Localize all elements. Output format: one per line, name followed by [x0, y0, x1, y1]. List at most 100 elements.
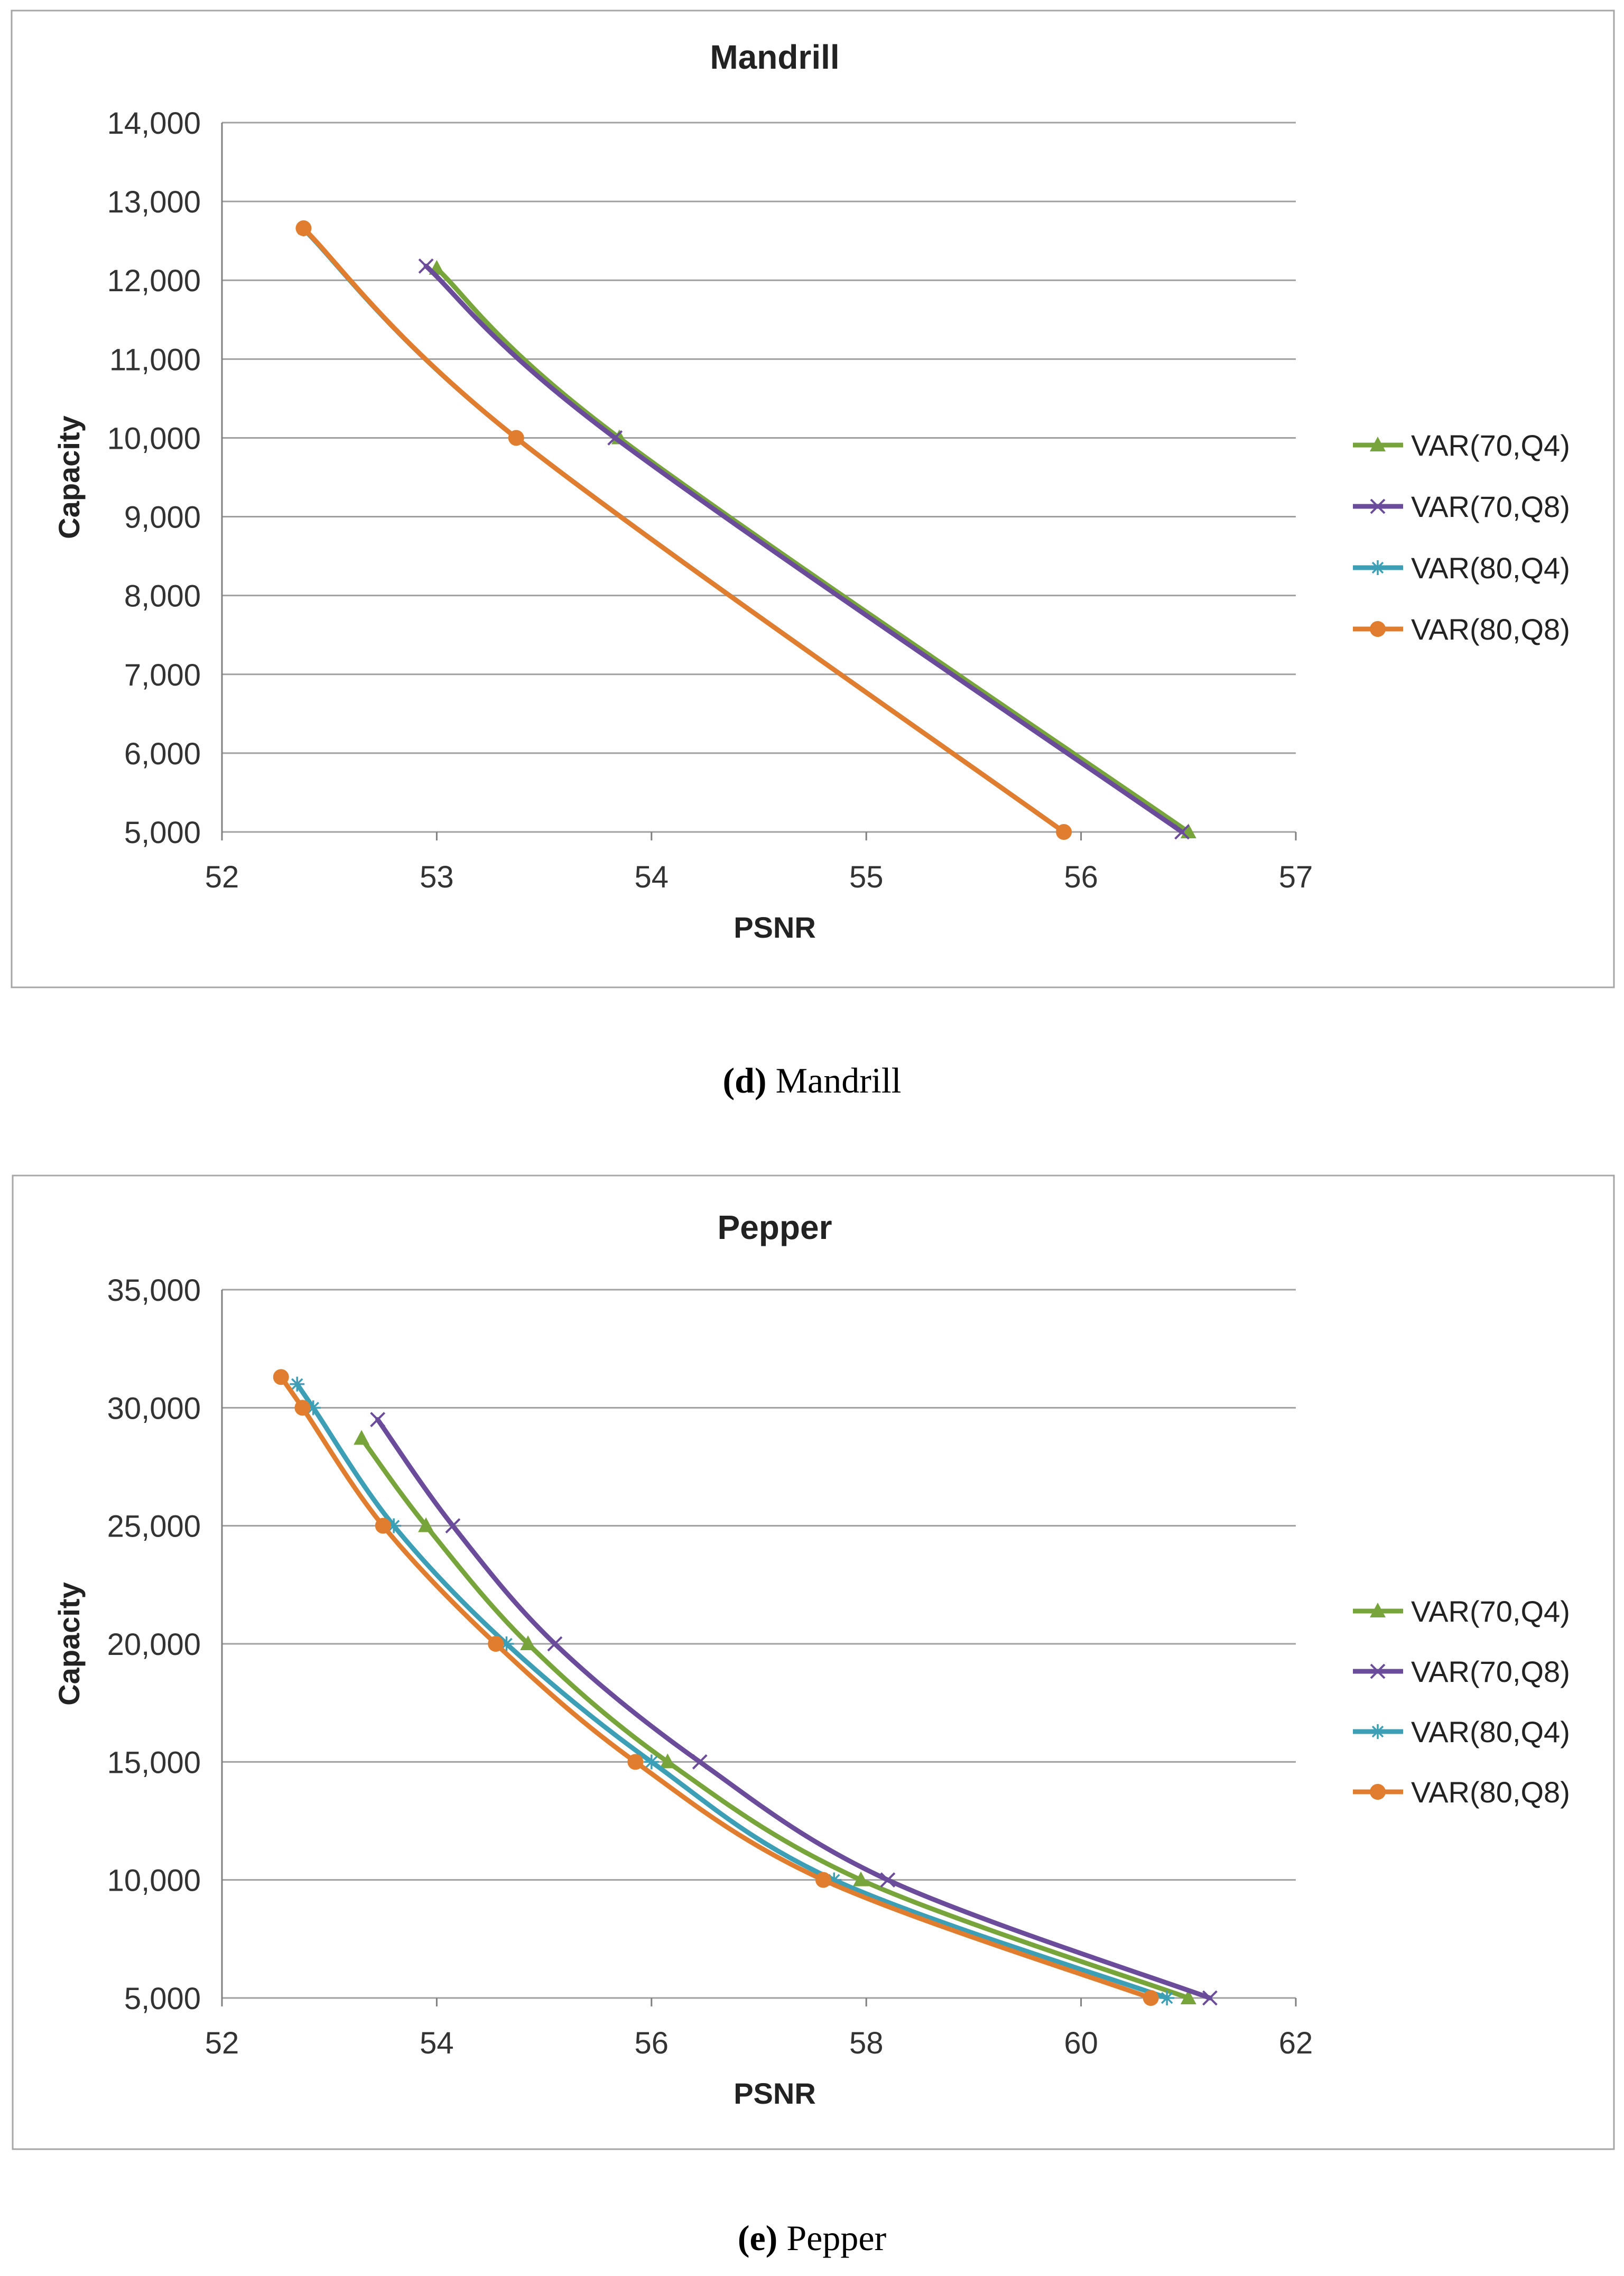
data-point [547, 1636, 563, 1652]
chart-title: Mandrill [710, 38, 839, 76]
caption-text: Mandrill [766, 1060, 902, 1100]
data-point [1180, 1990, 1196, 2004]
legend-marker [1370, 621, 1386, 637]
legend-item-var-80-q8: VAR(80,Q8) [1353, 1775, 1570, 1809]
y-tick-label: 11,000 [109, 343, 201, 377]
y-tick-label: 10,000 [107, 421, 201, 456]
x-tick-label: 54 [635, 860, 669, 894]
legend-label: VAR(70,Q4) [1411, 1595, 1570, 1628]
data-point [1174, 824, 1190, 840]
y-tick-label: 10,000 [107, 1864, 201, 1898]
x-tick-label: 60 [1064, 2026, 1098, 2060]
y-tick-label: 35,000 [107, 1273, 201, 1308]
data-point [375, 1518, 391, 1534]
data-point [520, 1635, 536, 1650]
x-tick-label: 57 [1279, 860, 1313, 894]
y-tick-label: 7,000 [124, 658, 201, 692]
data-point [853, 1871, 869, 1886]
series-line [423, 263, 1185, 835]
chart-pepper: Pepper 5,000 10,000 15,000 20,000 25,000 30,00… [12, 1174, 1615, 2150]
data-point [1143, 1990, 1159, 2006]
series-line [434, 266, 1191, 835]
data-point [386, 1518, 402, 1533]
data-point [644, 1754, 659, 1770]
y-tick-label: 30,000 [107, 1391, 201, 1426]
legend-label: VAR(80,Q4) [1411, 551, 1570, 585]
legend-item-var-70-q4: VAR(70,Q4) [1353, 429, 1570, 462]
y-tick-label: 9,000 [124, 501, 201, 535]
caption-text: Pepper [777, 2218, 887, 2258]
legend-label: VAR(80,Q4) [1411, 1715, 1570, 1748]
data-point [660, 1753, 676, 1769]
data-point [445, 1518, 461, 1534]
x-tick-label: 62 [1279, 2026, 1313, 2060]
series-line [279, 1374, 1154, 2001]
data-point [354, 1430, 370, 1445]
chart-frame [12, 1174, 1615, 2150]
x-tick-label: 52 [205, 2026, 239, 2060]
y-tick-label: 5,000 [124, 1982, 201, 2016]
y-tick-label: 6,000 [124, 737, 201, 771]
y-axis-label: Capacity [52, 415, 86, 539]
data-point [880, 1872, 896, 1888]
legend-item-var-80-q4: VAR(80,Q4) [1353, 551, 1570, 585]
legend-item-var-70-q4: VAR(70,Q4) [1353, 1595, 1570, 1628]
legend-item-var-80-q4: VAR(80,Q4) [1353, 1715, 1570, 1748]
series-var-80-q8 [273, 1369, 1159, 2006]
data-point [418, 1517, 434, 1532]
caption-mandrill: (d) Mandrill [0, 1060, 1624, 1102]
legend-label: VAR(70,Q4) [1411, 429, 1570, 462]
x-tick-label: 52 [205, 860, 239, 894]
series-var-70-q8 [418, 258, 1190, 840]
legend-marker [1370, 560, 1385, 575]
x-tick-label: 56 [1064, 860, 1098, 894]
y-axis-label: Capacity [52, 1582, 86, 1705]
legend-marker [1370, 1663, 1386, 1679]
x-tick-label: 53 [420, 860, 454, 894]
y-tick-label: 25,000 [107, 1510, 201, 1544]
legend-marker [1370, 1784, 1386, 1800]
data-point [815, 1872, 831, 1888]
series-var-70-q8 [370, 1412, 1218, 2006]
data-point [273, 1369, 289, 1385]
legend-item-var-70-q8: VAR(70,Q8) [1353, 490, 1570, 523]
series-var-70-q4 [354, 1430, 1196, 2004]
data-point [294, 1400, 311, 1416]
x-tick-label: 56 [635, 2026, 669, 2060]
data-point [370, 1412, 386, 1428]
legend-label: VAR(80,Q8) [1411, 613, 1570, 646]
y-tick-label: 15,000 [107, 1745, 201, 1780]
data-point [627, 1754, 644, 1770]
chart-frame [11, 10, 1615, 988]
data-point [295, 220, 312, 236]
data-point [418, 258, 434, 274]
data-point [290, 1376, 305, 1392]
x-axis-label: PSNR [734, 2077, 816, 2110]
data-point [827, 1872, 842, 1888]
legend-item-var-80-q8: VAR(80,Q8) [1353, 613, 1570, 646]
data-point [1056, 824, 1072, 840]
x-tick-label: 55 [849, 860, 884, 894]
y-tick-label: 12,000 [107, 264, 201, 298]
legend-label: VAR(70,Q8) [1411, 490, 1570, 523]
y-tick-label: 14,000 [107, 106, 201, 141]
caption-label: (e) [737, 2218, 778, 2258]
legend-marker [1370, 437, 1386, 451]
legend-item-var-70-q8: VAR(70,Q8) [1353, 1655, 1570, 1688]
data-point [1159, 1991, 1175, 2005]
y-tick-label: 13,000 [107, 185, 201, 219]
data-point [692, 1754, 708, 1770]
caption-pepper: (e) Pepper [0, 2217, 1624, 2259]
data-point [499, 1636, 514, 1651]
data-point [508, 430, 524, 446]
y-tick-label: 8,000 [124, 579, 201, 614]
y-tick-label: 20,000 [107, 1627, 201, 1662]
series-var-80-q4 [290, 1376, 1175, 2005]
y-tick-label: 5,000 [124, 816, 201, 850]
data-point [607, 430, 623, 446]
legend-marker [1370, 1724, 1385, 1739]
series-line [294, 1382, 1170, 2001]
series-var-80-q8 [295, 220, 1072, 840]
legend-marker [1370, 498, 1386, 514]
legend-label: VAR(70,Q8) [1411, 1655, 1570, 1688]
